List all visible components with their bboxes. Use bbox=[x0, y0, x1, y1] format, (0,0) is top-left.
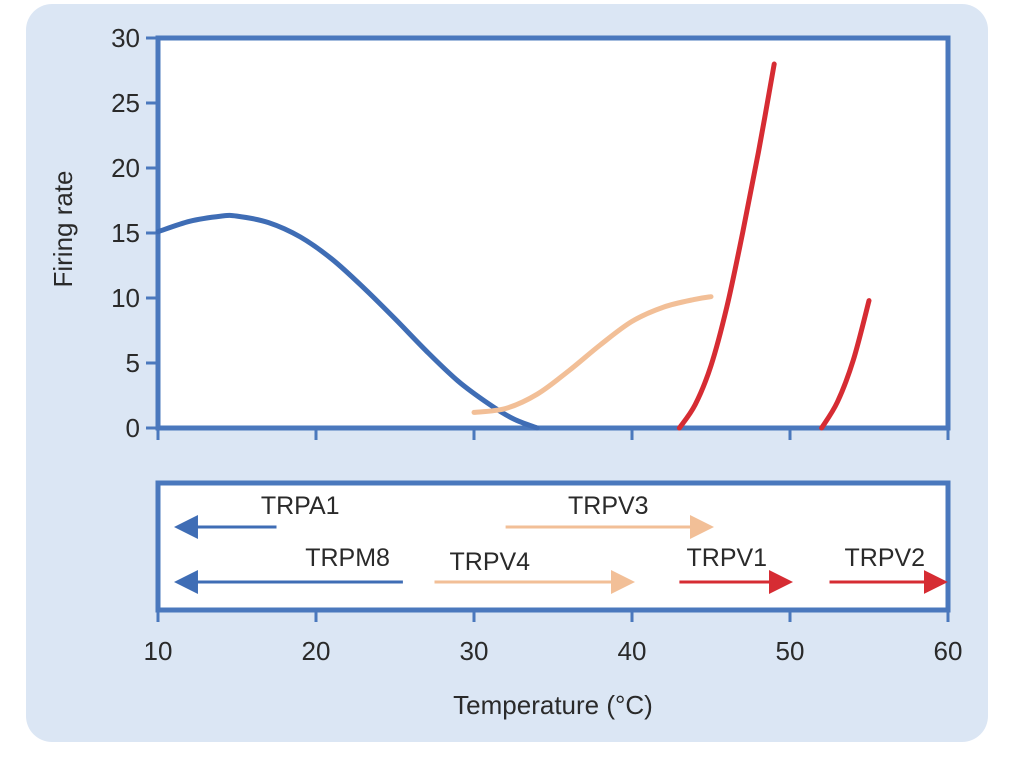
x-tick-label: 40 bbox=[618, 636, 647, 666]
trpv2-label: TRPV2 bbox=[845, 544, 926, 572]
y-tick-label: 15 bbox=[111, 218, 140, 248]
y-tick-label: 10 bbox=[111, 283, 140, 313]
cold-curve bbox=[155, 212, 540, 431]
x-tick-label: 30 bbox=[460, 636, 489, 666]
plot-area bbox=[155, 35, 951, 431]
y-axis-ticks: 0 5 10 15 20 25 30 bbox=[111, 23, 158, 443]
trpm8-label: TRPM8 bbox=[305, 544, 390, 572]
x-tick-label: 50 bbox=[776, 636, 805, 666]
trpv3-label: TRPV3 bbox=[568, 492, 649, 520]
x-axis-title: Temperature (°C) bbox=[453, 690, 653, 720]
y-tick-label: 25 bbox=[111, 88, 140, 118]
y-tick-label: 20 bbox=[111, 153, 140, 183]
x-tick-label: 60 bbox=[934, 636, 963, 666]
trpv1-label: TRPV1 bbox=[687, 544, 768, 572]
warm-curve bbox=[471, 294, 714, 415]
x-tick-label: 10 bbox=[144, 636, 173, 666]
y-axis-title: Firing rate bbox=[48, 170, 78, 287]
y-tick-label: 0 bbox=[126, 413, 140, 443]
x-axis-ticks: 10 20 30 40 50 60 bbox=[144, 428, 963, 666]
series-curves bbox=[155, 61, 872, 431]
channel-range-panel bbox=[155, 480, 951, 613]
y-tick-label: 5 bbox=[126, 348, 140, 378]
trpa1-label: TRPA1 bbox=[261, 492, 340, 520]
x-tick-label: 20 bbox=[302, 636, 331, 666]
channel-arrows: TRPA1 TRPM8 TRPV3 TRPV4 TRPV1 TRPV2 bbox=[173, 492, 948, 594]
hot-curve-2 bbox=[819, 298, 872, 431]
y-tick-label: 30 bbox=[111, 23, 140, 53]
trpv4-label: TRPV4 bbox=[450, 548, 531, 576]
hot-curve-1 bbox=[676, 61, 777, 431]
